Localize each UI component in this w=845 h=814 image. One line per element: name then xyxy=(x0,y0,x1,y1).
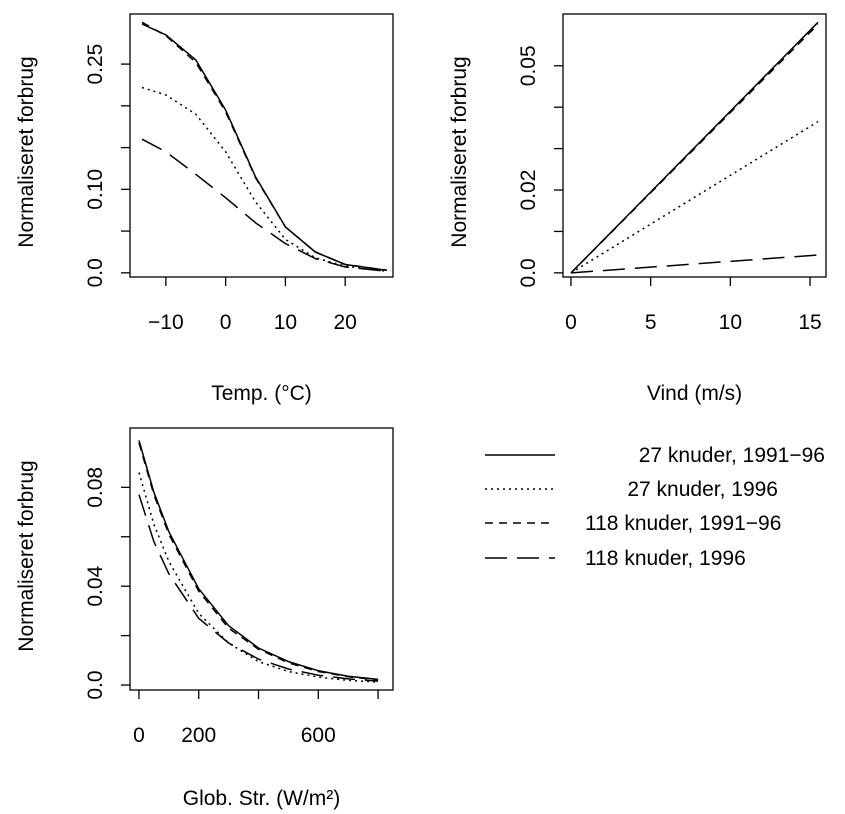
plot-frame xyxy=(129,427,394,691)
x-tick-label: 600 xyxy=(301,724,336,747)
x-tick-label: 200 xyxy=(181,724,216,747)
series-line-longdash xyxy=(570,254,819,274)
plot-frame xyxy=(562,13,827,278)
x-tick-label: 0 xyxy=(133,724,145,747)
chart-panel-1: −10 0 10 20 0.0 0.10 0.25 Temp. (°C) Normalisere… xyxy=(15,13,394,405)
legend-entry: 27 knuder, 1996 xyxy=(485,478,778,501)
plot-frame xyxy=(129,13,394,278)
x-tick-label: 10 xyxy=(719,311,742,334)
legend-label: 27 knuder, 1991−96 xyxy=(639,444,825,467)
series-line-dotted xyxy=(570,121,819,274)
legend-entry: 118 knuder, 1996 xyxy=(485,547,746,570)
y-tick-label: 0.08 xyxy=(84,467,107,508)
x-axis-label: Glob. Str. (W/m²) xyxy=(183,787,341,810)
x-tick-label: 10 xyxy=(274,311,297,334)
x-tick-label: −10 xyxy=(148,311,184,334)
y-tick-label: 0.0 xyxy=(84,258,107,287)
series-line-dashed xyxy=(141,21,388,272)
y-axis-label: Normaliseret forbrug xyxy=(448,56,471,247)
series-line-solid xyxy=(141,23,388,272)
series-line-solid xyxy=(138,440,379,681)
y-tick-label: 0.02 xyxy=(517,170,540,211)
series-line-longdash xyxy=(138,494,379,682)
legend-entry: 27 knuder, 1991−96 xyxy=(485,444,825,467)
series-line-dotted xyxy=(141,86,388,272)
x-tick-label: 20 xyxy=(334,311,357,334)
series-line-dashed xyxy=(138,442,379,681)
y-tick-label: 0.25 xyxy=(84,44,107,85)
y-axis-label: Normaliseret forbrug xyxy=(15,56,38,247)
series-line-longdash xyxy=(141,138,388,272)
y-tick-label: 0.05 xyxy=(517,45,540,86)
series-line-dotted xyxy=(138,472,379,683)
x-axis-label: Vind (m/s) xyxy=(647,382,742,405)
chart-panel-3: 0 200 600 0.0 0.04 0.08 Glob. Str. (W/m²) Norma… xyxy=(15,427,394,810)
y-tick-label: 0.0 xyxy=(517,258,540,287)
y-axis-label: Normaliseret forbrug xyxy=(15,460,38,651)
y-tick-label: 0.10 xyxy=(84,169,107,210)
legend-label: 118 knuder, 1996 xyxy=(585,547,746,570)
x-tick-label: 0 xyxy=(565,311,577,334)
legend-label: 118 knuder, 1991−96 xyxy=(585,512,781,535)
legend: 27 knuder, 1991−96 27 knuder, 1996 118 k… xyxy=(485,444,825,570)
legend-label: 27 knuder, 1996 xyxy=(627,478,778,501)
x-tick-label: 15 xyxy=(798,311,821,334)
x-tick-label: 0 xyxy=(220,311,232,334)
y-tick-label: 0.04 xyxy=(84,565,107,606)
legend-entry: 118 knuder, 1991−96 xyxy=(485,512,781,535)
series-line-dashed xyxy=(570,23,819,274)
y-tick-label: 0.0 xyxy=(84,670,107,699)
chart-panel-2: 0 5 10 15 0.0 0.02 0.05 Vind (m/s) Normaliseret … xyxy=(448,13,827,405)
x-tick-label: 5 xyxy=(645,311,657,334)
x-axis-label: Temp. (°C) xyxy=(211,382,312,405)
